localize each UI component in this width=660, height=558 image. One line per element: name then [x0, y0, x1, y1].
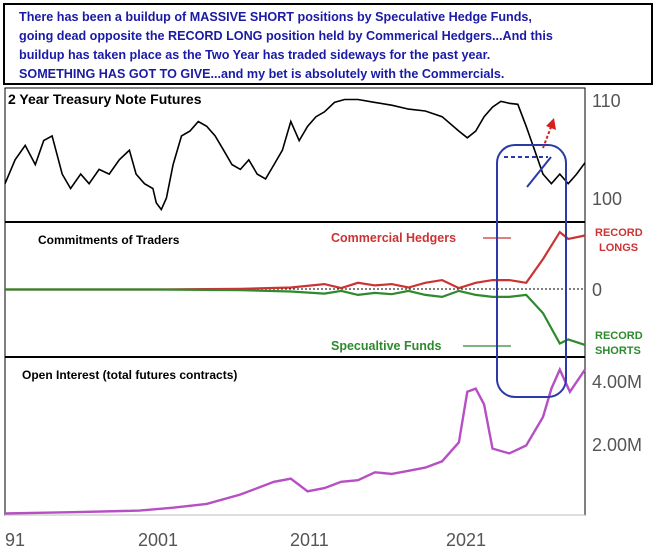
record-shorts-line1: RECORD: [595, 330, 643, 342]
price-tick-110: 110: [592, 91, 621, 111]
open-interest-line: [4, 366, 586, 515]
headline-line-4: SOMETHING HAS GOT TO GIVE...and my bet i…: [19, 67, 505, 81]
oi-panel-title: Open Interest (total futures contracts): [22, 368, 237, 382]
support-trendline: [526, 156, 552, 188]
headline-line-3: buildup has taken place as the Two Year …: [19, 48, 491, 62]
record-longs-line2: LONGS: [599, 242, 638, 254]
headline-line-2: going dead opposite the RECORD LONG posi…: [19, 29, 553, 43]
price-tick-100: 100: [592, 189, 622, 209]
x-tick-2011: 2011: [290, 530, 329, 550]
x-tick-91: 91: [5, 530, 25, 550]
x-tick-2021: 2021: [446, 530, 486, 550]
cot-panel-title: Commitments of Traders: [38, 233, 180, 247]
oi-tick-4m: 4.00M: [592, 372, 642, 392]
breakout-arrow-shaft: [542, 126, 552, 149]
cot-tick-0: 0: [592, 280, 602, 300]
record-shorts-line2: SHORTS: [595, 345, 641, 357]
commercial-hedgers-label: Commercial Hedgers: [331, 231, 456, 245]
oi-tick-2m: 2.00M: [592, 435, 642, 455]
headline-box: There has been a buildup of MASSIVE SHOR…: [3, 3, 653, 85]
speculative-funds-label: Specualtive Funds: [331, 339, 441, 353]
headline-line-1: There has been a buildup of MASSIVE SHOR…: [19, 10, 532, 24]
price-panel-title: 2 Year Treasury Note Futures: [8, 91, 202, 107]
record-longs-line1: RECORD: [595, 227, 643, 239]
price-series-line: [4, 98, 586, 212]
x-tick-2001: 2001: [138, 530, 178, 550]
commercial-hedgers-line: [5, 230, 586, 291]
breakout-arrow-head: [546, 118, 556, 130]
speculative-funds-line: [5, 288, 586, 346]
highlight-ellipse: [496, 144, 567, 398]
